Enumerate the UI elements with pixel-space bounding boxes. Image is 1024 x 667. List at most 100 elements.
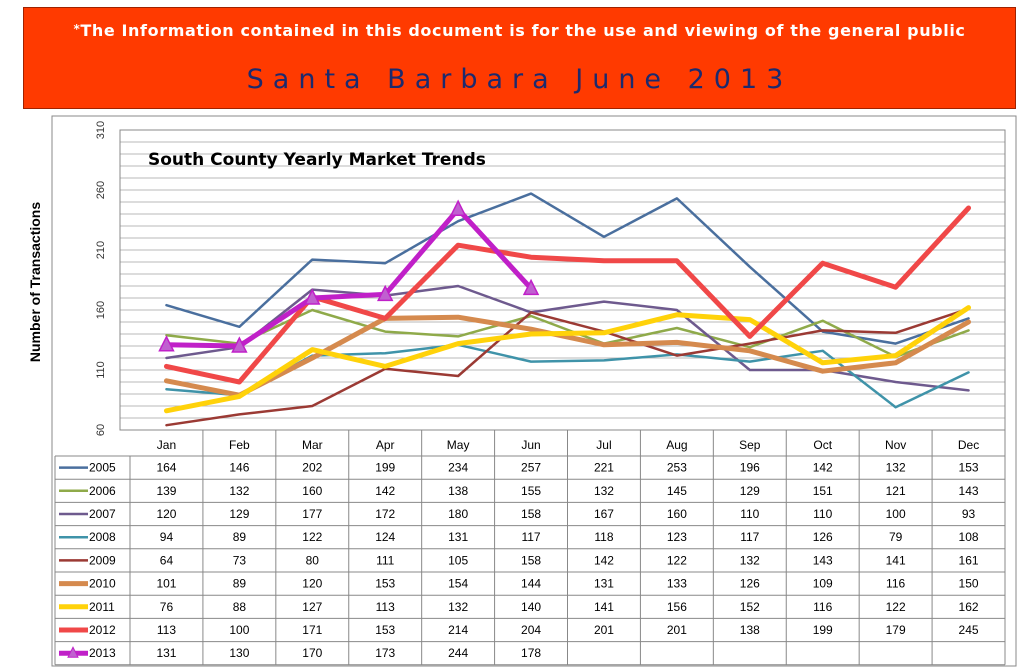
series-line-2012 (163, 205, 972, 385)
y-tick-label: 310 (95, 121, 107, 139)
table-cell: 122 (667, 553, 687, 567)
table-cell: 160 (667, 507, 687, 521)
table-cell: 121 (886, 484, 906, 498)
table-cell: 126 (740, 577, 760, 591)
table-cell: 214 (448, 623, 468, 637)
table-cell: 161 (959, 553, 979, 567)
notice-mark: * (73, 22, 81, 36)
table-cell: 132 (740, 553, 760, 567)
x-tick-label: Feb (229, 438, 250, 452)
table-cell: 109 (813, 577, 833, 591)
table-cell: 253 (667, 461, 687, 475)
table-cell: 89 (233, 577, 247, 591)
table-cell: 100 (886, 507, 906, 521)
table-cell: 201 (667, 623, 687, 637)
table-cell: 117 (740, 530, 759, 544)
table-cell: 221 (594, 461, 614, 475)
table-cell: 116 (886, 577, 905, 591)
table-cell: 122 (886, 600, 906, 614)
legend-label-2013: 2013 (89, 646, 116, 660)
table-cell: 124 (375, 530, 395, 544)
legend-label-2005: 2005 (89, 461, 116, 475)
y-axis-label: Number of Transactions (27, 202, 43, 362)
y-tick-label: 110 (95, 361, 107, 379)
table-cell: 199 (813, 623, 833, 637)
table-cell: 113 (376, 600, 395, 614)
table-cell: 94 (160, 530, 174, 544)
marker-2013 (522, 278, 540, 296)
table-cell: 101 (156, 577, 176, 591)
table-cell: 160 (302, 484, 322, 498)
marker-2013 (158, 335, 175, 352)
table-cell: 177 (302, 507, 322, 521)
x-tick-label: Jun (521, 438, 540, 452)
table-cell: 126 (813, 530, 833, 544)
table-cell: 123 (667, 530, 687, 544)
series-line-2011 (163, 305, 972, 414)
table-cell: 245 (959, 623, 979, 637)
header-banner: *The Information contained in this docum… (23, 7, 1016, 109)
series-lines (158, 192, 972, 427)
x-tick-label: Nov (885, 438, 906, 452)
y-tick-label: 60 (95, 424, 107, 436)
table-cell: 130 (229, 646, 249, 660)
table-cell: 244 (448, 646, 468, 660)
series-line-2009 (165, 307, 970, 427)
table-cell: 117 (521, 530, 540, 544)
table-cell: 144 (521, 577, 541, 591)
table-cell: 142 (813, 461, 833, 475)
table-cell: 132 (448, 600, 468, 614)
marker-2013 (304, 288, 321, 305)
public-notice: *The Information contained in this docum… (24, 21, 1015, 40)
marker-2013 (449, 199, 467, 216)
y-tick-label: 210 (95, 241, 107, 259)
table-cell: 172 (375, 507, 395, 521)
table-cell: 131 (448, 530, 468, 544)
marker-2013 (231, 336, 248, 353)
table-cell: 132 (594, 484, 614, 498)
legend-label-2008: 2008 (89, 530, 116, 544)
grid-lines (119, 129, 1006, 431)
table-cell: 129 (229, 507, 249, 521)
table-cell: 133 (667, 577, 687, 591)
x-tick-label: Sep (739, 438, 761, 452)
data-table: Jan Feb Mar Apr May Jun Jul Aug Sep Oct Nov Dec 2005… (54, 430, 1006, 666)
table-cell: 113 (157, 623, 176, 637)
plot-area (119, 129, 1006, 431)
table-cell: 202 (302, 461, 322, 475)
table-cell: 139 (156, 484, 176, 498)
table-cell: 158 (521, 507, 541, 521)
table-cell: 111 (376, 553, 395, 567)
table-cell: 79 (889, 530, 903, 544)
table-cell: 142 (375, 484, 395, 498)
x-tick-label: Oct (813, 438, 832, 452)
table-cell: 171 (302, 623, 322, 637)
table-cell: 151 (813, 484, 833, 498)
table-cell: 132 (886, 461, 906, 475)
marker-2013 (376, 284, 394, 302)
table-cell: 179 (886, 623, 906, 637)
series-line-2006 (165, 308, 970, 359)
table-cell: 108 (959, 530, 979, 544)
legend-label-2007: 2007 (89, 507, 116, 521)
table-cell: 204 (521, 623, 541, 637)
table-cell: 141 (594, 600, 614, 614)
table-cell: 199 (375, 461, 395, 475)
y-tick-label: 160 (95, 301, 107, 319)
table-cell: 132 (229, 484, 249, 498)
table-cell: 122 (302, 530, 322, 544)
x-tick-label: May (447, 438, 470, 452)
table-cell: 153 (375, 577, 395, 591)
table-cell: 257 (521, 461, 541, 475)
table-cell: 105 (448, 553, 468, 567)
table-cell: 140 (521, 600, 541, 614)
table-cell: 153 (959, 461, 979, 475)
table-cell: 142 (594, 553, 614, 567)
table-cell: 201 (594, 623, 614, 637)
table-cell: 131 (156, 646, 176, 660)
x-tick-label: Dec (958, 438, 979, 452)
table-cell: 152 (740, 600, 760, 614)
report-subtitle: Santa Barbara June 2013 (246, 64, 793, 95)
table-cell: 138 (740, 623, 760, 637)
